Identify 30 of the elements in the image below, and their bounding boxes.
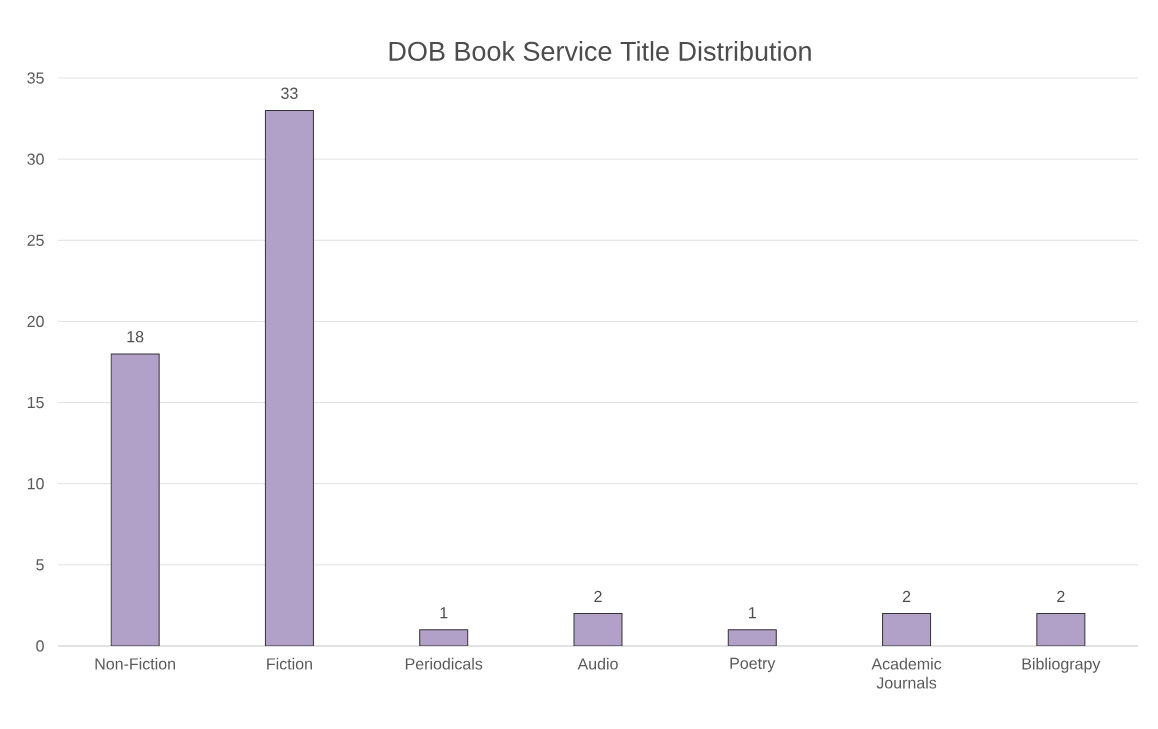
y-tick-label: 35 (27, 72, 44, 84)
data-label: 2 (594, 590, 602, 603)
bar (882, 613, 932, 646)
y-tick-label: 15 (27, 396, 44, 409)
x-tick-label: Poetry (730, 657, 776, 673)
data-label: 18 (127, 331, 144, 343)
x-tick-label: Periodicals (405, 657, 483, 670)
data-label: 1 (749, 607, 756, 619)
y-tick-label: 30 (27, 153, 44, 165)
x-tick-label: Non-Fiction (95, 657, 175, 670)
bar (419, 629, 469, 646)
data-label: 2 (902, 590, 911, 603)
y-tick-label: 5 (36, 559, 44, 571)
bar (264, 109, 314, 646)
x-tick-label: Fiction (267, 657, 312, 670)
y-tick-label: 0 (36, 640, 44, 652)
data-label: 1 (440, 607, 448, 619)
x-tick-label: Bibliograpy (1022, 657, 1101, 673)
bar (573, 613, 623, 646)
y-tick-label: 10 (27, 478, 44, 490)
x-tick-label: Academic Journals (871, 657, 942, 689)
x-tick-label: Audio (577, 657, 618, 670)
bar (110, 353, 160, 646)
y-tick-label: 20 (27, 315, 44, 328)
bar (1036, 613, 1086, 646)
data-label: 33 (281, 87, 298, 99)
chart-title: DOB Book Service Title Distribution (389, 41, 811, 61)
data-label: 2 (1057, 590, 1065, 603)
y-tick-label: 25 (27, 234, 44, 246)
bar (727, 629, 777, 646)
